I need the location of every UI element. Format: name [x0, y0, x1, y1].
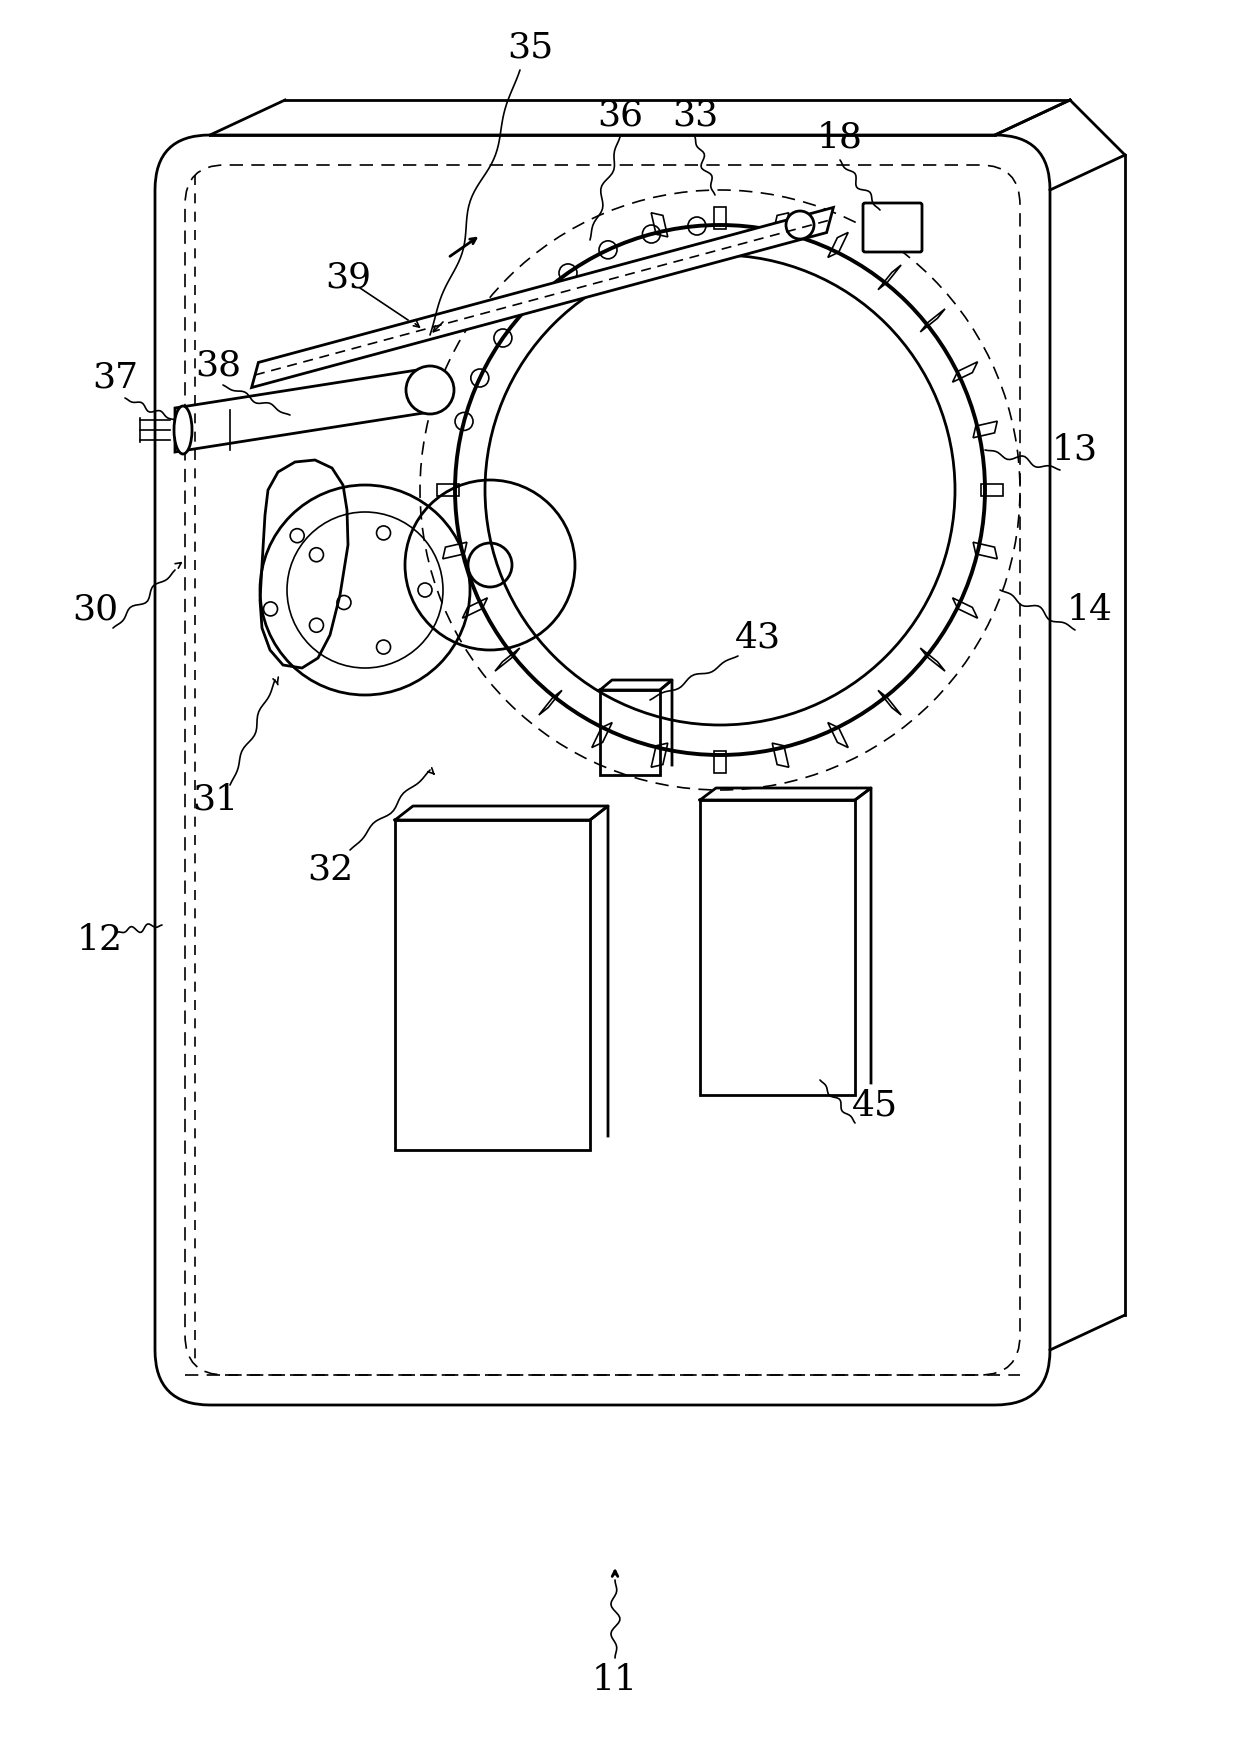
Text: 18: 18 — [817, 122, 863, 155]
Text: 31: 31 — [192, 783, 238, 816]
Polygon shape — [175, 368, 430, 452]
Circle shape — [405, 367, 454, 413]
Text: 35: 35 — [507, 31, 553, 64]
Text: 33: 33 — [672, 97, 718, 132]
Text: 12: 12 — [77, 922, 123, 957]
Text: 37: 37 — [92, 361, 138, 394]
Bar — [600, 690, 660, 775]
Circle shape — [786, 210, 813, 240]
Text: 43: 43 — [735, 622, 781, 655]
FancyBboxPatch shape — [863, 203, 923, 252]
Text: 45: 45 — [852, 1087, 898, 1122]
Ellipse shape — [174, 406, 192, 453]
Bar — [396, 820, 590, 1150]
Text: 30: 30 — [72, 592, 118, 627]
Text: 36: 36 — [596, 97, 644, 132]
Text: 32: 32 — [308, 853, 353, 888]
Text: 11: 11 — [591, 1662, 639, 1697]
Text: 13: 13 — [1052, 433, 1099, 467]
Polygon shape — [252, 207, 833, 387]
Bar — [701, 801, 856, 1094]
Text: 38: 38 — [195, 347, 241, 382]
Text: 14: 14 — [1066, 592, 1114, 627]
Text: 39: 39 — [325, 261, 371, 295]
